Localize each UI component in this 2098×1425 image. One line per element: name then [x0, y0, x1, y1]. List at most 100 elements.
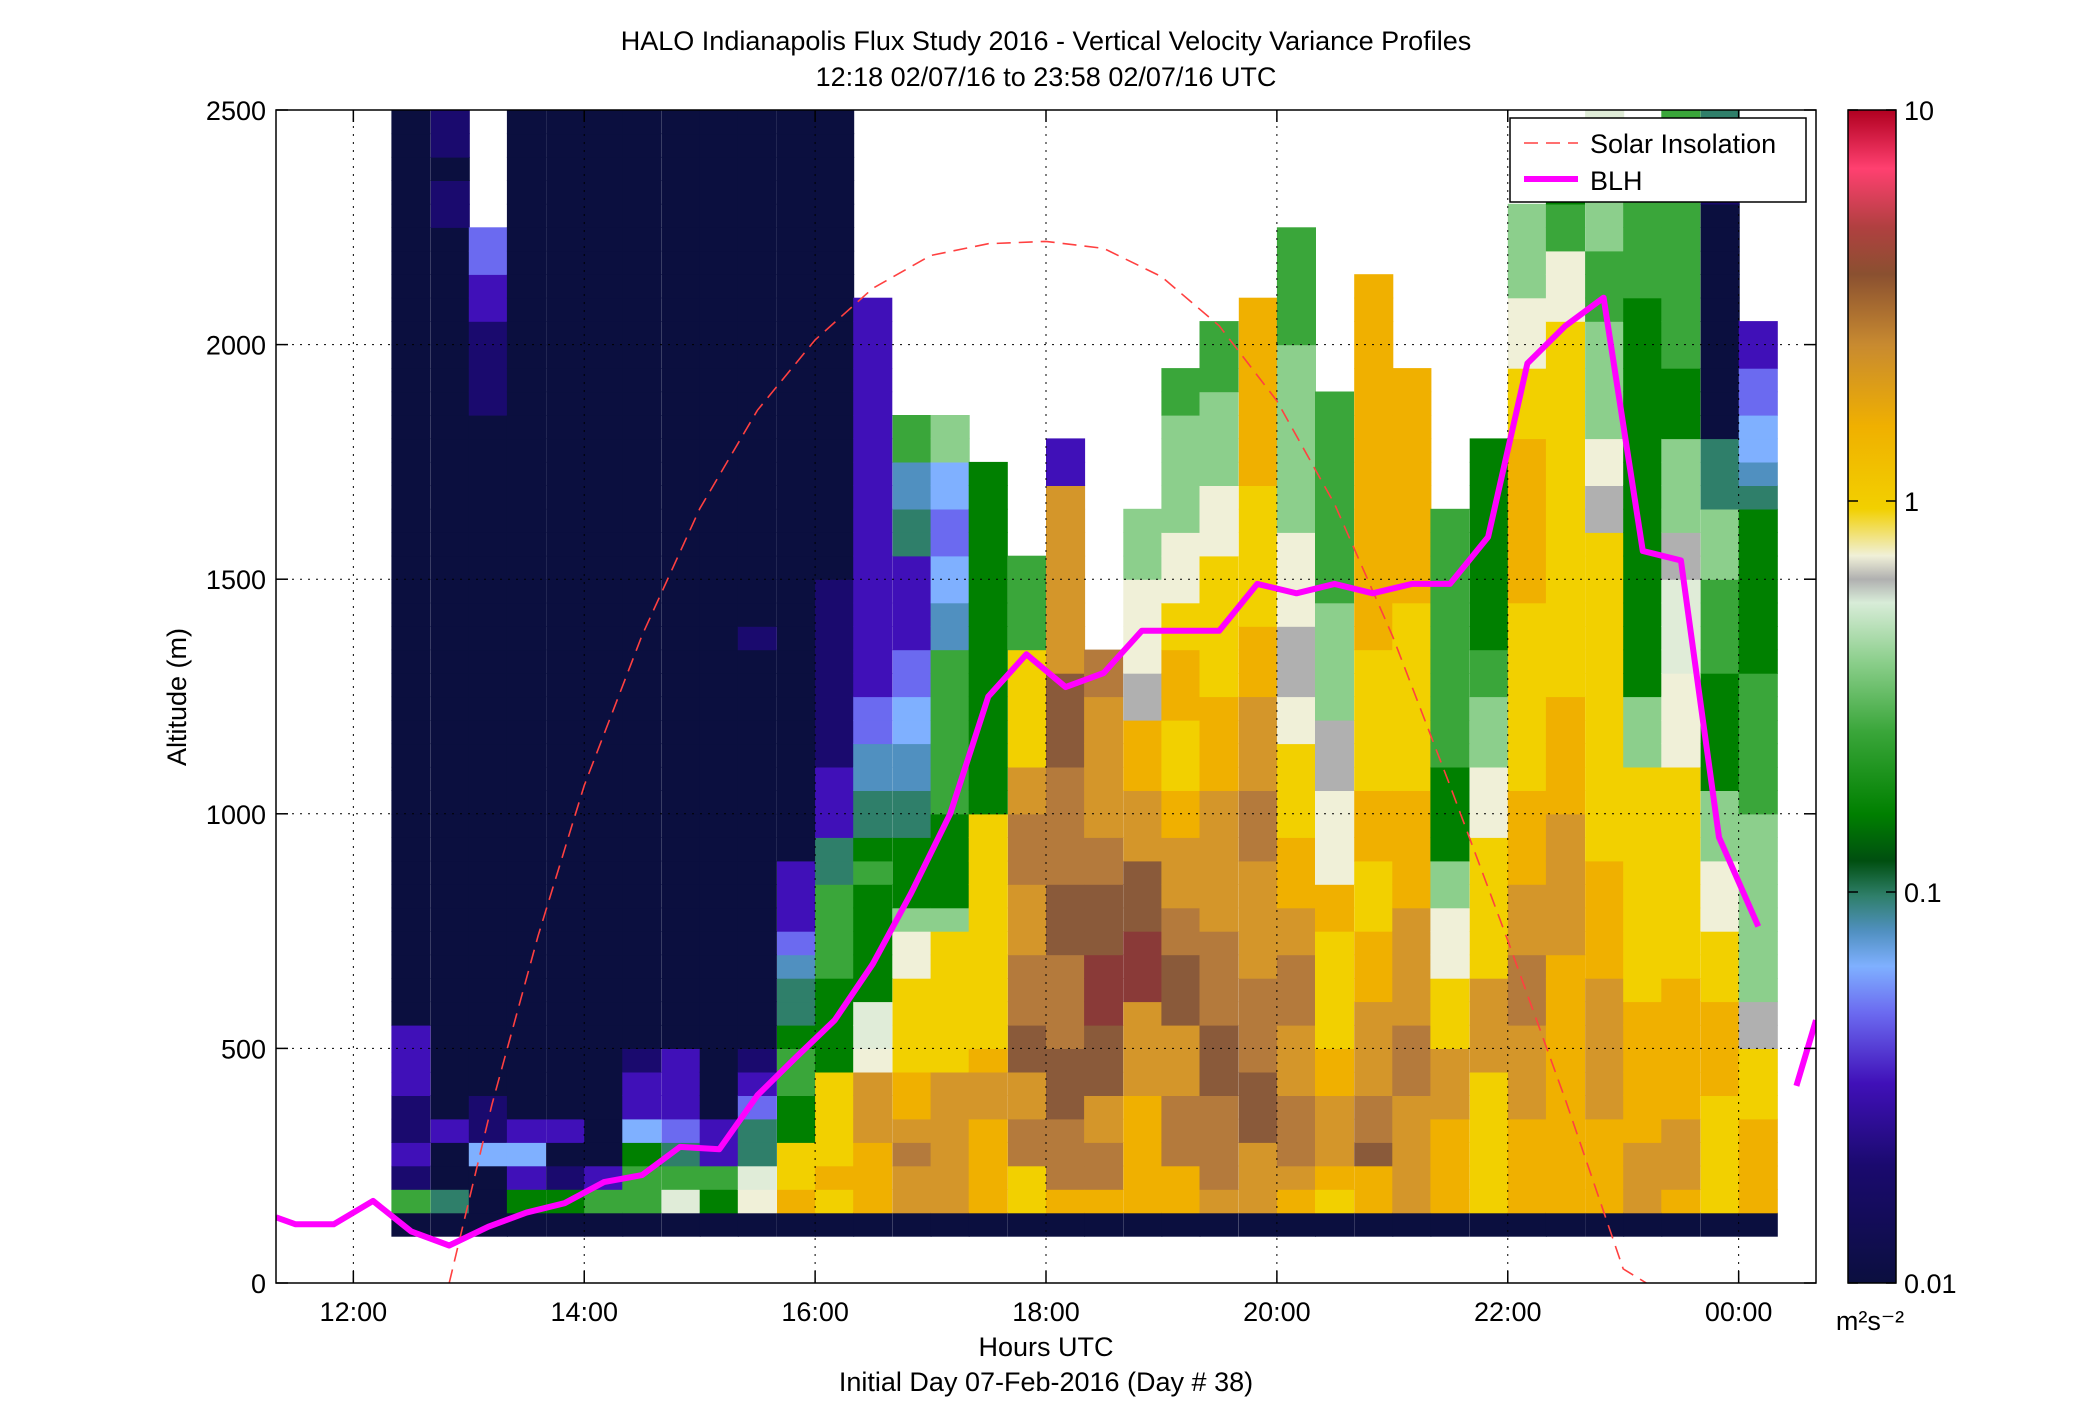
- heatmap-cell: [1545, 743, 1585, 768]
- heatmap-cell: [661, 203, 701, 228]
- heatmap-cell: [622, 297, 662, 322]
- heatmap-cell: [622, 626, 662, 651]
- heatmap-cell: [1507, 790, 1547, 815]
- heatmap-cell: [622, 1001, 662, 1026]
- heatmap-cell: [1623, 1118, 1663, 1143]
- heatmap-cell: [622, 203, 662, 228]
- heatmap-cell: [468, 415, 508, 440]
- heatmap-cell: [1007, 1142, 1047, 1167]
- heatmap-cell: [468, 368, 508, 393]
- colorbar-tick-label: 0.01: [1904, 1269, 1957, 1299]
- heatmap-cell: [1315, 766, 1355, 791]
- heatmap-cell: [699, 391, 739, 416]
- heatmap-cell: [1700, 673, 1740, 698]
- heatmap-cell: [584, 321, 624, 346]
- heatmap-cell: [622, 1118, 662, 1143]
- heatmap-cell: [1161, 743, 1201, 768]
- heatmap-cell: [1238, 297, 1278, 322]
- heatmap-cell: [1315, 461, 1355, 486]
- heatmap-cell: [777, 1095, 817, 1120]
- heatmap-cell: [430, 203, 470, 228]
- heatmap-cell: [892, 579, 932, 604]
- heatmap-cell: [546, 508, 586, 533]
- heatmap-cell: [468, 321, 508, 346]
- heatmap-cell: [1392, 1071, 1432, 1096]
- heatmap-cell: [1585, 344, 1625, 369]
- heatmap-cell: [661, 907, 701, 932]
- legend-solar-label: Solar Insolation: [1590, 129, 1776, 159]
- heatmap-cell: [1123, 931, 1163, 956]
- heatmap-cell: [1354, 649, 1394, 674]
- heatmap-cell: [1585, 438, 1625, 463]
- heatmap-cell: [1661, 1212, 1701, 1237]
- heatmap-cell: [661, 860, 701, 885]
- heatmap-cell: [391, 837, 431, 862]
- heatmap-cell: [1315, 1118, 1355, 1143]
- heatmap-cell: [1585, 461, 1625, 486]
- heatmap-cell: [1276, 931, 1316, 956]
- heatmap-cell: [468, 579, 508, 604]
- heatmap-cell: [1392, 884, 1432, 909]
- heatmap-cell: [1507, 1212, 1547, 1237]
- heatmap-cell: [930, 1118, 970, 1143]
- heatmap-cell: [1354, 274, 1394, 299]
- heatmap-cell: [1354, 602, 1394, 627]
- heatmap-cell: [737, 860, 777, 885]
- heatmap-cell: [1545, 1048, 1585, 1073]
- heatmap-cell: [1661, 16, 1700, 40]
- heatmap-cell: [1661, 250, 1701, 275]
- heatmap-cell: [1469, 438, 1509, 463]
- heatmap-cell: [815, 344, 855, 369]
- heatmap-cell: [1392, 1118, 1432, 1143]
- heatmap-cell: [1738, 1165, 1778, 1190]
- heatmap-cell: [1661, 673, 1701, 698]
- heatmap-cell: [1661, 461, 1701, 486]
- heatmap-cell: [1545, 1071, 1585, 1096]
- heatmap-cell: [1123, 907, 1163, 932]
- heatmap-cell: [1238, 461, 1278, 486]
- heatmap-cell: [815, 391, 855, 416]
- heatmap-cell: [1507, 884, 1547, 909]
- heatmap-cell: [1545, 227, 1585, 252]
- heatmap-cell: [777, 649, 817, 674]
- heatmap-cell: [1623, 602, 1663, 627]
- heatmap-cell: [1545, 1189, 1585, 1214]
- heatmap-cell: [622, 954, 662, 979]
- heatmap-cell: [468, 931, 508, 956]
- heatmap-cell: [699, 1165, 739, 1190]
- heatmap-cell: [1161, 649, 1201, 674]
- heatmap-cell: [1354, 720, 1394, 745]
- heatmap-cell: [1354, 766, 1394, 791]
- heatmap-cell: [1315, 907, 1355, 932]
- heatmap-cell: [777, 1071, 817, 1096]
- heatmap-cell: [892, 673, 932, 698]
- heatmap-cell: [391, 673, 431, 698]
- heatmap-cell: [968, 1001, 1008, 1026]
- heatmap-cell: [1315, 649, 1355, 674]
- heatmap-cell: [1084, 743, 1124, 768]
- heatmap-cell: [546, 180, 586, 205]
- heatmap-cell: [1392, 978, 1432, 1003]
- heatmap-cell: [699, 156, 739, 181]
- heatmap-cell: [391, 579, 431, 604]
- heatmap-cell: [1238, 485, 1278, 510]
- heatmap-cell: [968, 813, 1008, 838]
- heatmap-cell: [1469, 1142, 1509, 1167]
- heatmap-cell: [1738, 978, 1778, 1003]
- heatmap-cell: [1545, 203, 1585, 228]
- heatmap-cell: [737, 579, 777, 604]
- heatmap-cell: [1545, 508, 1585, 533]
- heatmap-cell: [1738, 790, 1778, 815]
- heatmap-cell: [1623, 978, 1663, 1003]
- heatmap-cell: [1276, 1189, 1316, 1214]
- heatmap-cell: [1161, 1212, 1201, 1237]
- heatmap-cell: [1007, 1095, 1047, 1120]
- heatmap-cell: [777, 63, 816, 87]
- heatmap-cell: [430, 461, 470, 486]
- heatmap-cell: [506, 508, 546, 533]
- heatmap-cell: [1507, 321, 1547, 346]
- heatmap-cell: [777, 156, 817, 181]
- heatmap-cell: [930, 907, 970, 932]
- heatmap-cell: [506, 907, 546, 932]
- heatmap-cell: [737, 133, 777, 158]
